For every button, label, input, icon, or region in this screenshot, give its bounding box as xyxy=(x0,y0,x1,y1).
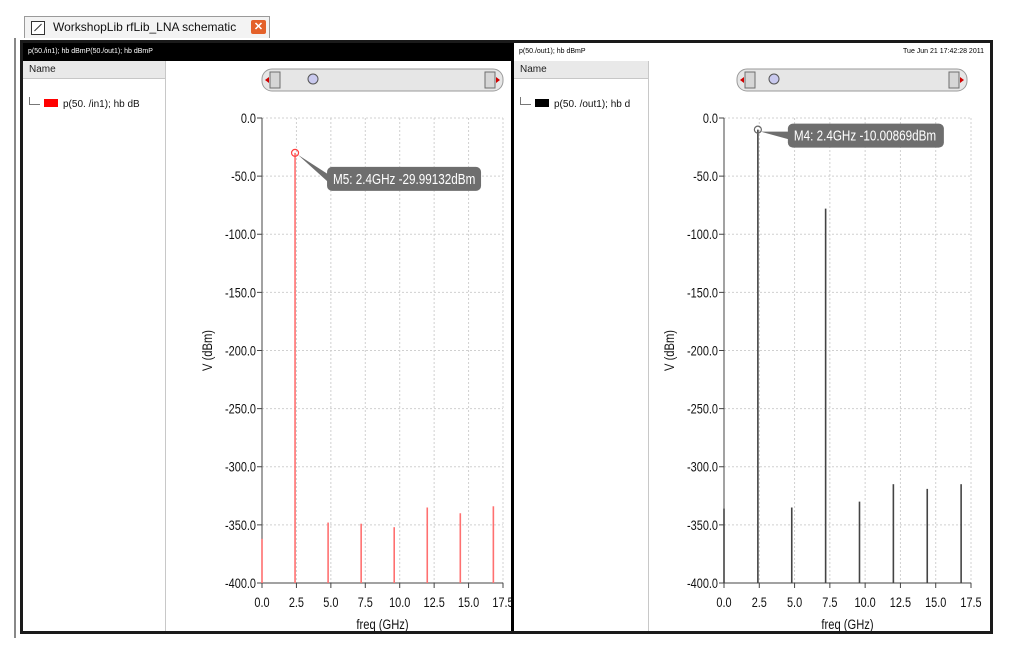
marker-point-icon xyxy=(290,148,300,157)
scroll-handle-right xyxy=(484,71,496,89)
trace-label: p(50. /out1); hb d xyxy=(554,99,631,110)
y-tick-label: -300.0 xyxy=(687,459,718,475)
y-tick-label: -150.0 xyxy=(225,285,256,301)
trace-list: Name p(50. /out1); hb d xyxy=(514,61,649,631)
x-tick-label: 7.5 xyxy=(822,595,837,611)
name-column-header[interactable]: Name xyxy=(514,61,648,79)
x-axis-label: freq (GHz) xyxy=(356,617,408,631)
y-tick-label: -100.0 xyxy=(687,227,718,243)
zoom-scrollbar xyxy=(736,68,968,92)
x-tick-label: 10.0 xyxy=(855,595,876,611)
y-axis-label: V (dBm) xyxy=(200,330,215,371)
y-axis-label: V (dBm) xyxy=(662,330,677,371)
y-tick-label: 0.0 xyxy=(241,111,256,127)
scroll-handle-right xyxy=(948,71,960,89)
y-tick-label: -200.0 xyxy=(225,343,256,359)
zoom-scrollbar xyxy=(261,68,504,92)
marker-point-icon xyxy=(753,125,762,134)
scroll-knob-icon xyxy=(768,73,780,85)
scroll-knob-icon xyxy=(307,73,319,85)
y-tick-label: -350.0 xyxy=(225,518,256,534)
scroll-left-arrow-icon xyxy=(740,77,744,83)
x-tick-label: 17.5 xyxy=(492,595,511,611)
x-tick-label: 7.5 xyxy=(358,595,373,611)
y-tick-label: -350.0 xyxy=(687,518,718,534)
x-tick-label: 2.5 xyxy=(289,595,304,611)
x-tick-label: 2.5 xyxy=(752,595,767,611)
marker-label: M4: 2.4GHz -10.00869dBm xyxy=(794,127,936,144)
trace-label: p(50. /in1); hb dB xyxy=(63,99,140,110)
x-tick-label: 12.5 xyxy=(890,595,911,611)
plot-date: Tue Jun 21 17:42:28 2011 xyxy=(903,48,984,55)
tree-connector xyxy=(29,97,40,105)
marker-box xyxy=(787,123,944,148)
window-edge xyxy=(14,38,16,638)
x-tick-label: 15.0 xyxy=(458,595,479,611)
subwindow-title: p(50./in1); hb dBmP(50./out1); hb dBmP xyxy=(23,43,511,61)
trace-color-swatch xyxy=(535,99,549,107)
scroll-right-arrow-icon xyxy=(960,77,964,83)
scroll-handle-left xyxy=(269,71,281,89)
x-tick-label: 17.5 xyxy=(960,595,981,611)
tree-connector xyxy=(520,97,531,105)
trace-item[interactable]: p(50. /out1); hb d xyxy=(520,97,630,110)
y-tick-label: -400.0 xyxy=(687,576,718,592)
x-tick-label: 12.5 xyxy=(424,595,445,611)
trace-item[interactable]: p(50. /in1); hb dB xyxy=(29,97,140,110)
y-tick-label: -100.0 xyxy=(225,227,256,243)
tab-schematic[interactable]: WorkshopLib rfLib_LNA schematic ✕ xyxy=(24,16,270,38)
scroll-right-arrow-icon xyxy=(496,77,500,83)
y-tick-label: -200.0 xyxy=(687,343,718,359)
close-icon[interactable]: ✕ xyxy=(251,20,266,34)
scroll-handle-left xyxy=(744,71,756,89)
y-tick-label: -150.0 xyxy=(687,285,718,301)
marker-label: M5: 2.4GHz -29.99132dBm xyxy=(333,170,475,187)
x-tick-label: 15.0 xyxy=(925,595,946,611)
x-axis-label: freq (GHz) xyxy=(821,617,873,631)
tab-bar: WorkshopLib rfLib_LNA schematic ✕ xyxy=(0,0,1013,40)
trace-list: Name p(50. /in1); hb dB xyxy=(23,61,166,631)
x-tick-label: 10.0 xyxy=(389,595,410,611)
y-tick-label: -250.0 xyxy=(225,401,256,417)
spectrum-plot-right[interactable]: 0.0 -50.0 -100.0 -150.0 -200.0 -250.0 -300.0 -3… xyxy=(649,61,990,631)
x-tick-label: 0.0 xyxy=(716,595,731,611)
subwindow-right: p(50./out1); hb dBmP Tue Jun 21 17:42:28… xyxy=(514,43,990,631)
y-tick-label: -400.0 xyxy=(225,576,256,592)
y-tick-label: -50.0 xyxy=(231,169,256,185)
x-tick-label: 5.0 xyxy=(323,595,338,611)
y-tick-label: -250.0 xyxy=(687,401,718,417)
panel-divider xyxy=(511,43,514,631)
trace-color-swatch xyxy=(44,99,58,107)
marker-pointer xyxy=(760,131,790,140)
x-tick-label: 0.0 xyxy=(254,595,269,611)
x-tick-label: 5.0 xyxy=(787,595,802,611)
y-tick-label: -50.0 xyxy=(693,169,718,185)
marker-pointer xyxy=(298,154,330,183)
name-column-header[interactable]: Name xyxy=(23,61,165,79)
tab-label: WorkshopLib rfLib_LNA schematic xyxy=(53,20,237,34)
schematic-icon xyxy=(31,21,45,35)
subwindow-title: p(50./out1); hb dBmP xyxy=(514,43,990,61)
subwindow-left: p(50./in1); hb dBmP(50./out1); hb dBmP N… xyxy=(23,43,511,631)
scroll-left-arrow-icon xyxy=(265,77,269,83)
y-tick-label: -300.0 xyxy=(225,459,256,475)
marker-box xyxy=(327,166,482,191)
spectrum-plot-left[interactable]: 0.0 -50.0 -100.0 -150.0 -200.0 -250.0 -300.0 -3… xyxy=(166,61,511,631)
y-tick-label: 0.0 xyxy=(703,111,718,127)
